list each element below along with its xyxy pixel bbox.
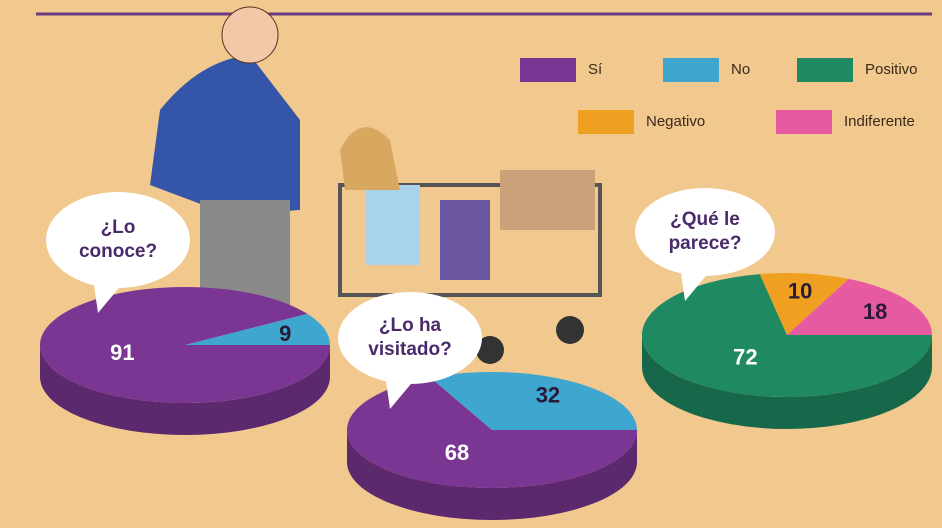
legend-swatch [776,110,832,134]
cart-wheel [556,316,584,344]
speech-bubble [338,292,482,384]
chart-title-line: ¿Lo [101,217,136,238]
legend-label: Sí [588,61,603,78]
chart-title-line: ¿Qué le [670,209,740,230]
cart-item [440,200,490,280]
cart-item [365,185,420,265]
chart-title-line: ¿Lo ha [379,315,442,336]
legend-swatch [663,58,719,82]
shopper-head [222,7,278,63]
value-label: 10 [788,279,812,304]
value-label: 18 [863,299,887,324]
value-label: 72 [733,344,757,369]
cart-box [500,170,595,230]
legend-swatch [797,58,853,82]
legend-swatch [578,110,634,134]
chart-title-line: parece? [669,233,742,254]
legend-swatch [520,58,576,82]
value-label: 68 [445,440,469,465]
value-label: 32 [536,383,560,408]
value-label: 91 [110,340,134,365]
value-label: 9 [279,321,291,346]
chart-title-line: conoce? [79,241,157,262]
infographic: Sí91No9¿Loconoce?Sí68No32¿Lo havisitado?… [0,0,942,528]
legend-label: Negativo [646,113,705,130]
chart-title-line: visitado? [368,339,451,360]
legend-label: No [731,61,750,78]
speech-bubble [635,188,775,276]
legend-label: Indiferente [844,113,915,130]
speech-bubble [46,192,190,288]
legend-label: Positivo [865,61,918,78]
